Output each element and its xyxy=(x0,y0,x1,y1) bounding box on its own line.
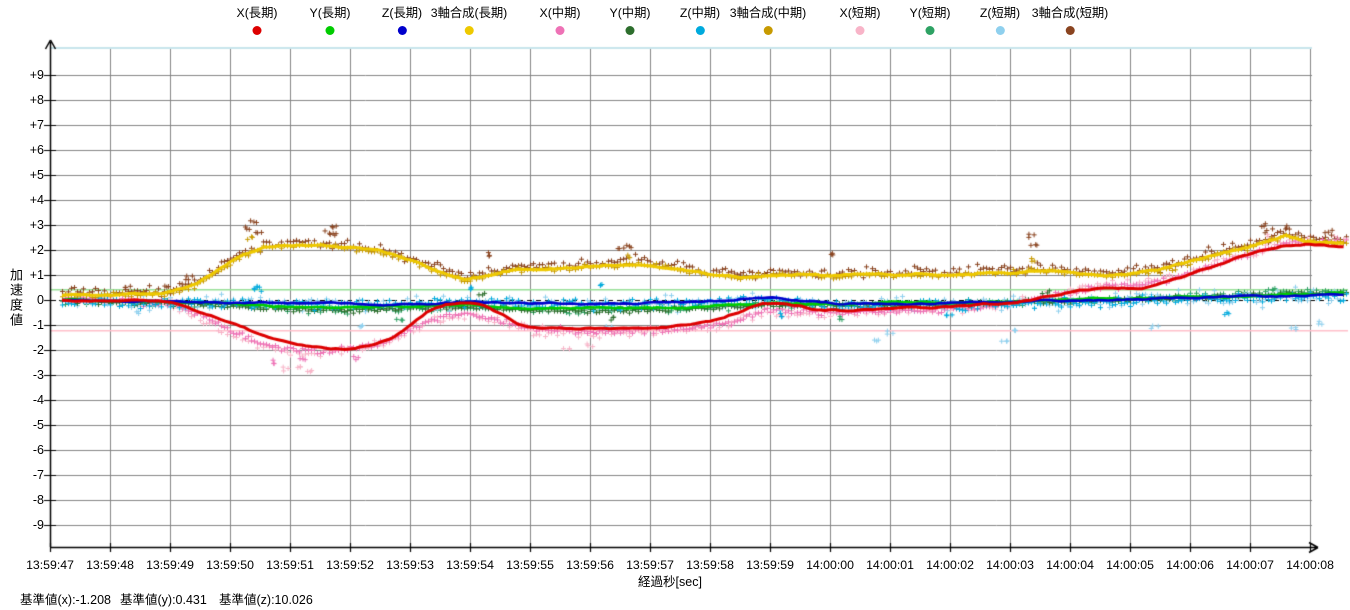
x-tick-label: 13:59:49 xyxy=(146,558,194,572)
legend-color-dot-icon xyxy=(555,26,565,35)
y-tick-label: -2 xyxy=(32,343,44,357)
x-tick-label: 13:59:59 xyxy=(746,558,794,572)
y-tick-label: -8 xyxy=(32,493,44,507)
y-tick-label: +3 xyxy=(29,218,44,232)
x-tick-label: 14:00:03 xyxy=(986,558,1034,572)
legend-color-dot-icon xyxy=(763,26,773,35)
x-tick-label: 14:00:07 xyxy=(1226,558,1274,572)
legend-color-dot-icon xyxy=(1065,26,1075,35)
legend-color-dot-icon xyxy=(397,26,407,35)
legend-item-2: Y(長期) xyxy=(310,6,351,40)
y-tick-label: +9 xyxy=(29,68,44,82)
legend-color-dot-icon xyxy=(464,26,474,35)
legend-label: X(短期) xyxy=(839,6,881,20)
y-tick-label: -3 xyxy=(32,368,44,382)
y-tick-label: +7 xyxy=(29,118,44,132)
y-tick-label: +4 xyxy=(29,193,44,207)
legend-item-8: 3軸合成(中期) xyxy=(729,6,807,40)
legend-color-dot-icon xyxy=(855,26,865,35)
legend-label: X(長期) xyxy=(236,6,278,20)
y-tick-label: -6 xyxy=(32,443,44,457)
legend-item-4: 3軸合成(長期) xyxy=(430,6,508,40)
legend-item-11: Z(短期) xyxy=(980,6,1020,40)
x-tick-label: 14:00:06 xyxy=(1166,558,1214,572)
legend-label: Y(中期) xyxy=(609,6,651,20)
y-tick-label: +5 xyxy=(29,168,44,182)
x-tick-label: 14:00:04 xyxy=(1046,558,1094,572)
legend-label: Y(短期) xyxy=(909,6,951,20)
y-tick-label: -1 xyxy=(32,318,44,332)
legend-label: 3軸合成(短期) xyxy=(1031,6,1109,20)
y-tick-label: +1 xyxy=(29,268,44,282)
x-tick-label: 13:59:48 xyxy=(86,558,134,572)
legend-label: 3軸合成(中期) xyxy=(729,6,807,20)
x-tick-label: 13:59:53 xyxy=(386,558,434,572)
legend-color-dot-icon xyxy=(252,26,262,35)
x-tick-label: 13:59:54 xyxy=(446,558,494,572)
x-tick-label: 14:00:02 xyxy=(926,558,974,572)
legend-color-dot-icon xyxy=(695,26,705,35)
legend-label: Z(長期) xyxy=(381,6,423,20)
y-tick-label: -7 xyxy=(32,468,44,482)
legend-color-dot-icon xyxy=(325,26,335,35)
y-tick-label: +2 xyxy=(29,243,44,257)
legend-item-6: Y(中期) xyxy=(610,6,651,40)
baseline-x-value: 基準値(x):-1.208 xyxy=(20,593,111,607)
y-tick-label: 0 xyxy=(37,293,44,307)
y-tick-label: +8 xyxy=(29,93,44,107)
legend-color-dot-icon xyxy=(925,26,935,35)
legend-item-5: X(中期) xyxy=(540,6,581,40)
x-tick-label: 13:59:47 xyxy=(26,558,74,572)
legend-item-12: 3軸合成(短期) xyxy=(1031,6,1109,40)
x-tick-label: 13:59:58 xyxy=(686,558,734,572)
y-axis-title: 加速度値 xyxy=(8,268,23,328)
legend-label: X(中期) xyxy=(539,6,581,20)
x-tick-label: 13:59:50 xyxy=(206,558,254,572)
x-tick-label: 14:00:05 xyxy=(1106,558,1154,572)
legend: X(長期) Y(長期) Z(長期) 3軸合成(長期) X(中期) Y(中期) Z(中期) 3軸… xyxy=(0,6,1350,40)
x-tick-label: 13:59:56 xyxy=(566,558,614,572)
y-tick-label: -9 xyxy=(32,518,44,532)
y-tick-label: +6 xyxy=(29,143,44,157)
baseline-y-value: 基準値(y):0.431 xyxy=(120,593,207,607)
legend-item-9: X(短期) xyxy=(840,6,881,40)
legend-label: Z(短期) xyxy=(979,6,1021,20)
x-axis-title: 経過秒[sec] xyxy=(638,575,702,589)
legend-label: Z(中期) xyxy=(679,6,721,20)
legend-item-3: Z(長期) xyxy=(382,6,422,40)
legend-label: Y(長期) xyxy=(309,6,351,20)
legend-item-1: X(長期) xyxy=(237,6,278,40)
x-tick-label: 13:59:57 xyxy=(626,558,674,572)
x-tick-label: 14:00:01 xyxy=(866,558,914,572)
x-tick-label: 13:59:55 xyxy=(506,558,554,572)
legend-color-dot-icon xyxy=(995,26,1005,35)
legend-item-7: Z(中期) xyxy=(680,6,720,40)
x-tick-label: 14:00:00 xyxy=(806,558,854,572)
legend-label: 3軸合成(長期) xyxy=(430,6,508,20)
baseline-z-value: 基準値(z):10.026 xyxy=(219,593,313,607)
y-tick-label: -5 xyxy=(32,418,44,432)
legend-item-10: Y(短期) xyxy=(910,6,951,40)
x-tick-label: 13:59:52 xyxy=(326,558,374,572)
x-tick-label: 13:59:51 xyxy=(266,558,314,572)
legend-color-dot-icon xyxy=(625,26,635,35)
x-tick-label: 14:00:08 xyxy=(1286,558,1334,572)
y-tick-label: -4 xyxy=(32,393,44,407)
